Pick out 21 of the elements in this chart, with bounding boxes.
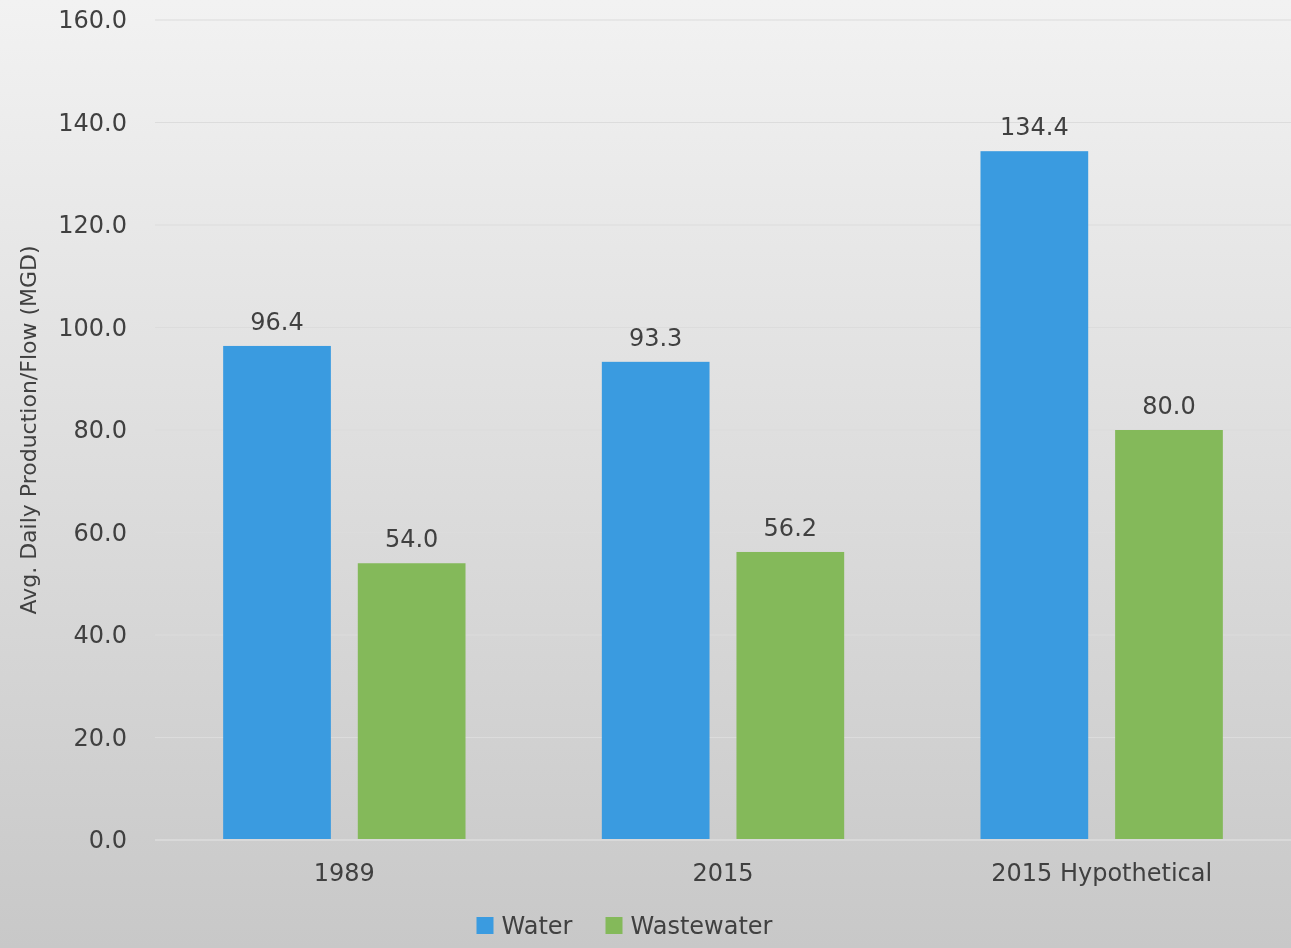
y-tick-label: 160.0: [58, 6, 127, 35]
data-label: 96.4: [250, 307, 304, 336]
data-label: 93.3: [628, 323, 683, 352]
x-tick-label: 2015 Hypothetical: [991, 859, 1213, 888]
y-tick-label: 80.0: [73, 416, 127, 445]
y-tick-label: 40.0: [73, 621, 127, 650]
data-label: 56.2: [763, 513, 818, 542]
y-tick-label: 60.0: [73, 518, 127, 547]
data-label: 54.0: [384, 525, 439, 554]
y-tick-label: 0.0: [88, 826, 127, 855]
y-tick-label: 140.0: [58, 108, 127, 137]
y-tick-label: 20.0: [73, 723, 127, 752]
y-tick-label: 100.0: [58, 313, 127, 342]
data-label: 134.4: [999, 113, 1069, 142]
y-tick-label: 120.0: [58, 211, 127, 240]
data-label: 80.0: [1142, 392, 1196, 420]
legend-label: Wastewater: [630, 912, 773, 940]
x-tick-label: 1989: [313, 859, 375, 888]
x-tick-label: 2015: [692, 859, 754, 888]
y-axis-title: Avg. Daily Production/Flow (MGD): [16, 245, 41, 615]
legend-label: Water: [501, 912, 573, 940]
